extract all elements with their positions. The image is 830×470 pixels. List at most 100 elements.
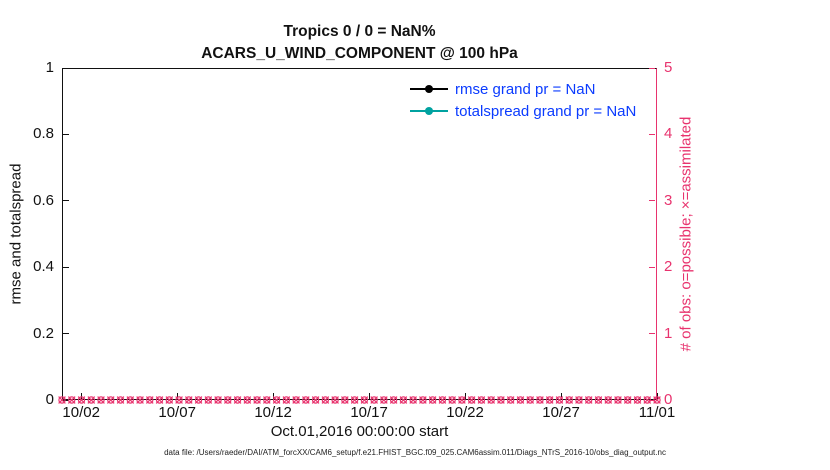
x-tick-mark [464, 393, 466, 399]
obs-assimilated-marker [282, 396, 291, 404]
obs-assimilated-marker [263, 396, 271, 404]
obs-assimilated-marker [643, 396, 652, 404]
obs-possible-marker [146, 396, 154, 404]
obs-assimilated-marker [302, 396, 310, 404]
legend-line-sample [410, 106, 448, 116]
obs-assimilated-marker [58, 396, 66, 404]
obs-possible-marker [546, 396, 554, 404]
obs-possible-marker [497, 396, 505, 404]
obs-possible-marker [253, 396, 261, 404]
obs-possible-marker [331, 396, 339, 404]
obs-possible-marker [243, 396, 252, 404]
x-tick-mark [560, 393, 562, 399]
obs-assimilated-marker [536, 396, 544, 404]
obs-possible-marker [68, 396, 76, 404]
obs-assimilated-marker [116, 396, 125, 404]
obs-possible-marker [282, 396, 291, 404]
obs-assimilated-marker [399, 396, 408, 404]
obs-possible-marker [185, 396, 193, 404]
title-block: Tropics 0 / 0 = NaN% ACARS_U_WIND_COMPON… [62, 21, 657, 65]
obs-assimilated-marker [350, 396, 359, 404]
obs-assimilated-marker [106, 396, 115, 404]
left-tick-mark [63, 333, 69, 335]
obs-assimilated-marker [614, 396, 622, 404]
obs-assimilated-marker [653, 396, 661, 404]
obs-possible-marker [77, 396, 86, 404]
legend-line-sample [410, 84, 448, 94]
left-tick-label: 0.4 [33, 258, 54, 276]
obs-possible-marker [272, 396, 281, 404]
obs-assimilated-marker [545, 396, 554, 404]
obs-assimilated-marker [77, 396, 86, 404]
x-tick-mark [656, 393, 658, 399]
obs-assimilated-marker [136, 396, 144, 404]
obs-assimilated-marker [292, 396, 300, 404]
obs-possible-marker [438, 396, 447, 404]
right-tick-mark [649, 133, 655, 135]
obs-possible-marker [155, 396, 164, 404]
obs-possible-marker [224, 396, 232, 404]
x-tick-mark [368, 393, 370, 399]
right-tick-mark [649, 67, 655, 69]
obs-possible-marker [409, 396, 417, 404]
obs-possible-marker [380, 396, 388, 404]
left-axis-label: rmse and totalspread [7, 163, 25, 305]
obs-possible-marker [175, 396, 183, 404]
obs-assimilated-marker [126, 396, 135, 404]
obs-possible-marker [575, 396, 583, 404]
obs-assimilated-marker [477, 396, 486, 404]
obs-possible-marker [506, 396, 515, 404]
obs-possible-marker [419, 396, 427, 404]
obs-possible-marker [565, 396, 573, 404]
obs-count-markers [58, 396, 661, 404]
right-tick-mark [649, 333, 655, 335]
left-tick-label: 0.6 [33, 191, 54, 209]
legend-item: rmse grand pr = NaN [410, 78, 636, 100]
obs-assimilated-marker [370, 396, 378, 404]
obs-possible-marker [107, 396, 115, 404]
obs-possible-marker [292, 396, 300, 404]
obs-possible-marker [126, 396, 134, 404]
obs-assimilated-marker [233, 396, 242, 404]
obs-assimilated-marker [272, 396, 281, 404]
right-tick-mark [649, 399, 655, 401]
obs-assimilated-marker [67, 396, 76, 404]
obs-possible-marker [477, 396, 486, 404]
obs-assimilated-marker [516, 396, 525, 404]
obs-possible-marker [360, 396, 369, 404]
obs-possible-marker [165, 396, 173, 404]
obs-assimilated-marker [623, 396, 632, 404]
x-tick-label: 10/02 [62, 404, 100, 421]
left-tick-mark [63, 399, 69, 401]
obs-assimilated-marker [467, 396, 476, 404]
obs-assimilated-marker [331, 396, 339, 404]
legend-label: totalspread grand pr = NaN [455, 102, 637, 120]
obs-possible-marker [214, 396, 222, 404]
obs-assimilated-marker [419, 396, 427, 404]
obs-assimilated-marker [360, 396, 369, 404]
obs-possible-marker [311, 396, 320, 404]
obs-possible-marker [97, 396, 105, 404]
right-tick-label: 0 [664, 391, 673, 408]
obs-assimilated-marker [594, 396, 603, 404]
left-tick-mark [63, 133, 69, 135]
obs-possible-marker [370, 396, 378, 404]
obs-possible-marker [653, 396, 661, 404]
right-tick-label: 1 [664, 324, 673, 342]
obs-possible-marker [302, 396, 310, 404]
obs-possible-marker [58, 396, 66, 404]
obs-possible-marker [263, 396, 271, 404]
right-tick-mark [649, 266, 655, 268]
obs-possible-marker [194, 396, 203, 404]
obs-assimilated-marker [223, 396, 232, 404]
obs-assimilated-marker [253, 396, 261, 404]
x-tick-label: 10/12 [254, 404, 292, 421]
obs-possible-marker [467, 396, 476, 404]
right-tick-label: 2 [664, 258, 673, 276]
obs-assimilated-marker [604, 396, 613, 404]
obs-possible-marker [604, 396, 612, 404]
obs-possible-marker [204, 396, 213, 404]
obs-possible-marker [633, 396, 642, 404]
obs-assimilated-marker [448, 396, 456, 404]
